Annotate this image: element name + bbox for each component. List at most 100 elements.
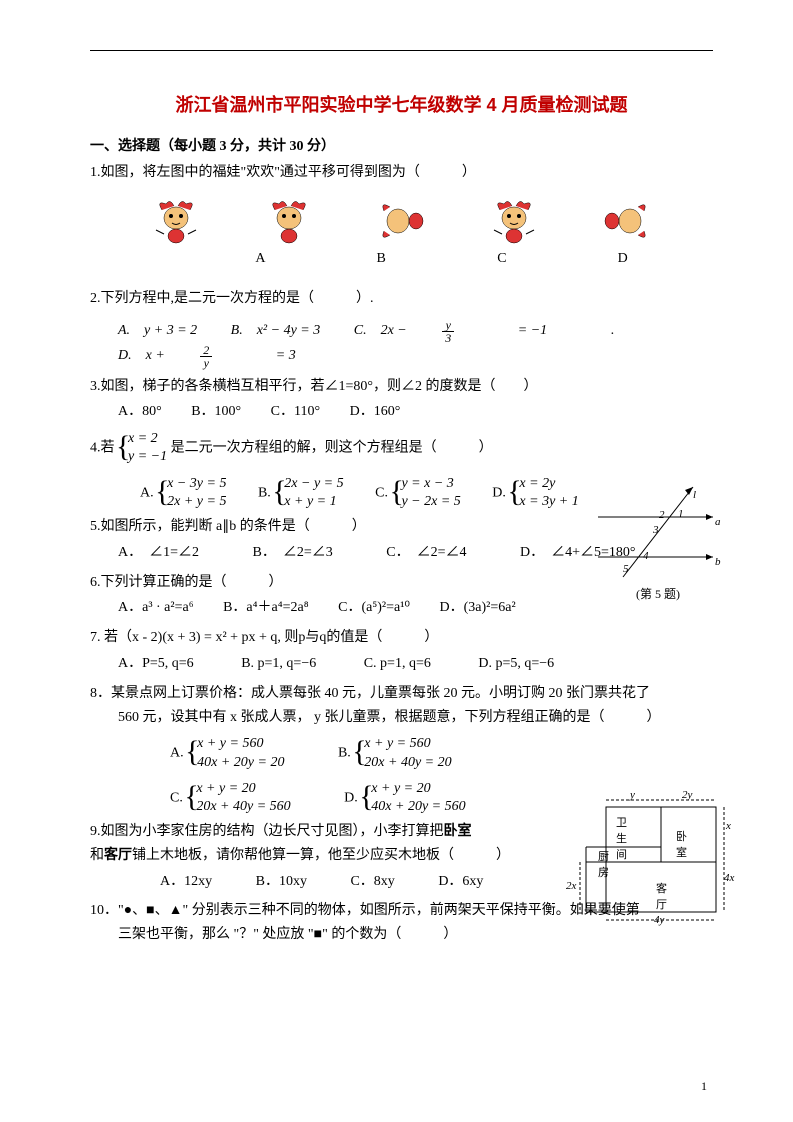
q4-a-label: A. [140, 485, 154, 500]
question-9: 9.如图为小李家住房的结构（边长尺寸见图），小李打算把卧室 和客厅铺上木地板，请… [90, 820, 520, 893]
q8a2: 40x + 20y = 20 [197, 754, 284, 772]
q8-a-label: A. [170, 746, 184, 761]
house-dim-2x: 2x [566, 880, 576, 892]
q1-label-d: D [588, 251, 658, 267]
q3-option-b: B．100° [191, 400, 241, 424]
q7-option-c: C. p=1, q=6 [364, 652, 431, 676]
q1-label-a: A [225, 251, 295, 267]
q5-figure: l a b 1 2 3 4 5 (第 5 题) [593, 482, 723, 602]
q1-figures-row [90, 187, 713, 251]
q4c2: y − 2x = 5 [401, 493, 460, 511]
q7-option-b: B. p=1, q=−6 [241, 652, 316, 676]
q8-stem-2: 560 元，设其中有 x 张成人票， y 张儿童票，根据题意，下列方程组正确的是… [90, 706, 713, 730]
q6-option-c: C．(a⁵)²=a¹⁰ [338, 596, 410, 620]
q8-option-d: D. x + y = 2040x + 20y = 560 [344, 780, 465, 816]
q8-option-b: B. x + y = 56020x + 40y = 20 [338, 735, 452, 771]
top-rule [90, 50, 713, 51]
fig5-3: 3 [653, 524, 659, 536]
house-kitchen-label: 厨房 [598, 848, 609, 880]
fuwa-option-a-icon [254, 193, 324, 249]
q4b2: x + y = 1 [284, 493, 343, 511]
q5-option-a: A． ∠1=∠2 [118, 541, 199, 565]
q3-option-d: D．160° [350, 400, 401, 424]
q2-option-d: D. x + 2y = 3 [118, 344, 326, 369]
q2-option-b: B. x² − 4y = 3 [231, 319, 321, 343]
q4-option-c: C. y = x − 3y − 2x = 5 [375, 475, 461, 511]
q3-stem: 3.如图，梯子的各条横档互相平行，若∠1=80°，则∠2 的度数是（ ） [90, 375, 713, 399]
q5-option-b: B． ∠2=∠3 [253, 541, 333, 565]
q4-stem-post: 是二元一次方程组的解，则这个方程组是（ ） [171, 441, 493, 456]
section-1-heading: 一、选择题（每小题 3 分，共计 30 分） [90, 135, 713, 155]
q8a1: x + y = 560 [197, 735, 284, 753]
q8-option-a: A. x + y = 56040x + 20y = 20 [170, 735, 284, 771]
q8c2: 20x + 40y = 560 [196, 798, 290, 816]
q4b1: 2x − y = 5 [284, 475, 343, 493]
q9-bold-bedroom: 卧室 [444, 824, 472, 839]
fuwa-original-icon [141, 193, 211, 249]
q2-option-c: C. 2x − y3 = −1 [354, 319, 577, 344]
question-7: 7. 若（x - 2)(x + 3) = x² + px + q, 则p与q的值… [90, 626, 713, 676]
q2-stem: 2.下列方程中,是二元一次方程的是（ ）. [90, 287, 713, 311]
q9-stem-2b: 铺上木地板，请你帮他算一算，他至少应买木地板（ ） [132, 848, 510, 863]
q2c-den: 3 [442, 332, 454, 344]
q7-option-d: D. p=5, q=−6 [478, 652, 554, 676]
q4-option-d: D. x = 2yx = 3y + 1 [492, 475, 578, 511]
q2d-pre: D. x + [118, 344, 165, 368]
q4c1: y = x − 3 [401, 475, 460, 493]
house-dim-2y: 2y [682, 789, 692, 801]
fig5-1: 1 [678, 508, 684, 520]
q9-option-d: D．6xy [438, 870, 483, 894]
fuwa-option-b-icon [366, 193, 436, 249]
question-1: 1.如图，将左图中的福娃"欢欢"通过平移可得到图为（ ） [90, 161, 713, 185]
page-number: 1 [701, 1079, 707, 1094]
fig5-4: 4 [643, 550, 649, 562]
q4-sys-eq2: y = −1 [128, 448, 167, 466]
q4-d-label: D. [492, 485, 506, 500]
q2-dot: . [611, 319, 629, 343]
q9-stem-2a: 和 [90, 848, 104, 863]
q4d1: x = 2y [519, 475, 578, 493]
fig5-l: l [693, 489, 696, 501]
q1-label-b: B [346, 251, 416, 267]
q3-option-c: C．110° [271, 400, 320, 424]
house-figure: 卫生间 卧室 厨房 客厅 y 2y x 4x 2x 4y [576, 792, 731, 932]
q5-option-c: C． ∠2=∠4 [386, 541, 466, 565]
q2c-num: y [442, 319, 454, 332]
q4-stem-pre: 4.若 [90, 441, 115, 456]
q3-option-a: A．80° [118, 400, 162, 424]
question-3: 3.如图，梯子的各条横档互相平行，若∠1=80°，则∠2 的度数是（ ） A．8… [90, 375, 713, 425]
q1-label-c: C [467, 251, 537, 267]
q4a2: 2x + y = 5 [167, 493, 226, 511]
q9-option-a: A．12xy [160, 870, 212, 894]
q6-option-a: A．a³ · a²=a⁶ [118, 596, 194, 620]
q1-option-labels: A B C D [90, 251, 713, 267]
fig5-a: a [715, 516, 721, 528]
q4-sys-eq1: x = 2 [128, 430, 167, 448]
q5-caption: (第 5 题) [593, 585, 723, 602]
house-dim-4x: 4x [724, 872, 734, 884]
q8-option-c: C. x + y = 2020x + 40y = 560 [170, 780, 291, 816]
q9-option-c: C．8xy [350, 870, 394, 894]
q2d-post: = 3 [276, 344, 296, 368]
q8b2: 20x + 40y = 20 [364, 754, 451, 772]
fig5-2: 2 [659, 509, 665, 521]
q4-option-a: A. x − 3y = 52x + y = 5 [140, 475, 226, 511]
q4a1: x − 3y = 5 [167, 475, 226, 493]
q8b1: x + y = 560 [364, 735, 451, 753]
q2d-den: y [200, 357, 212, 369]
q8-c-label: C. [170, 790, 183, 805]
q4-b-label: B. [258, 485, 271, 500]
fuwa-option-d-icon [592, 193, 662, 249]
house-bed-label: 卧室 [676, 828, 687, 860]
q7-option-a: A．P=5, q=6 [118, 652, 194, 676]
q4-option-b: B. 2x − y = 5x + y = 1 [258, 475, 344, 511]
q7-stem: 7. 若（x - 2)(x + 3) = x² + px + q, 则p与q的值… [90, 626, 713, 650]
q4-c-label: C. [375, 485, 388, 500]
q8d1: x + y = 20 [371, 780, 465, 798]
q6-option-d: D．(3a)²=6a² [440, 596, 516, 620]
house-living-label: 客厅 [656, 880, 667, 912]
question-2: 2.下列方程中,是二元一次方程的是（ ）. A. y + 3 = 2 B. x²… [90, 287, 713, 369]
house-bath-label: 卫生间 [616, 814, 627, 862]
q4-given-system: x = 2 y = −1 [118, 430, 167, 466]
q2c-pre: C. 2x − [354, 319, 407, 343]
